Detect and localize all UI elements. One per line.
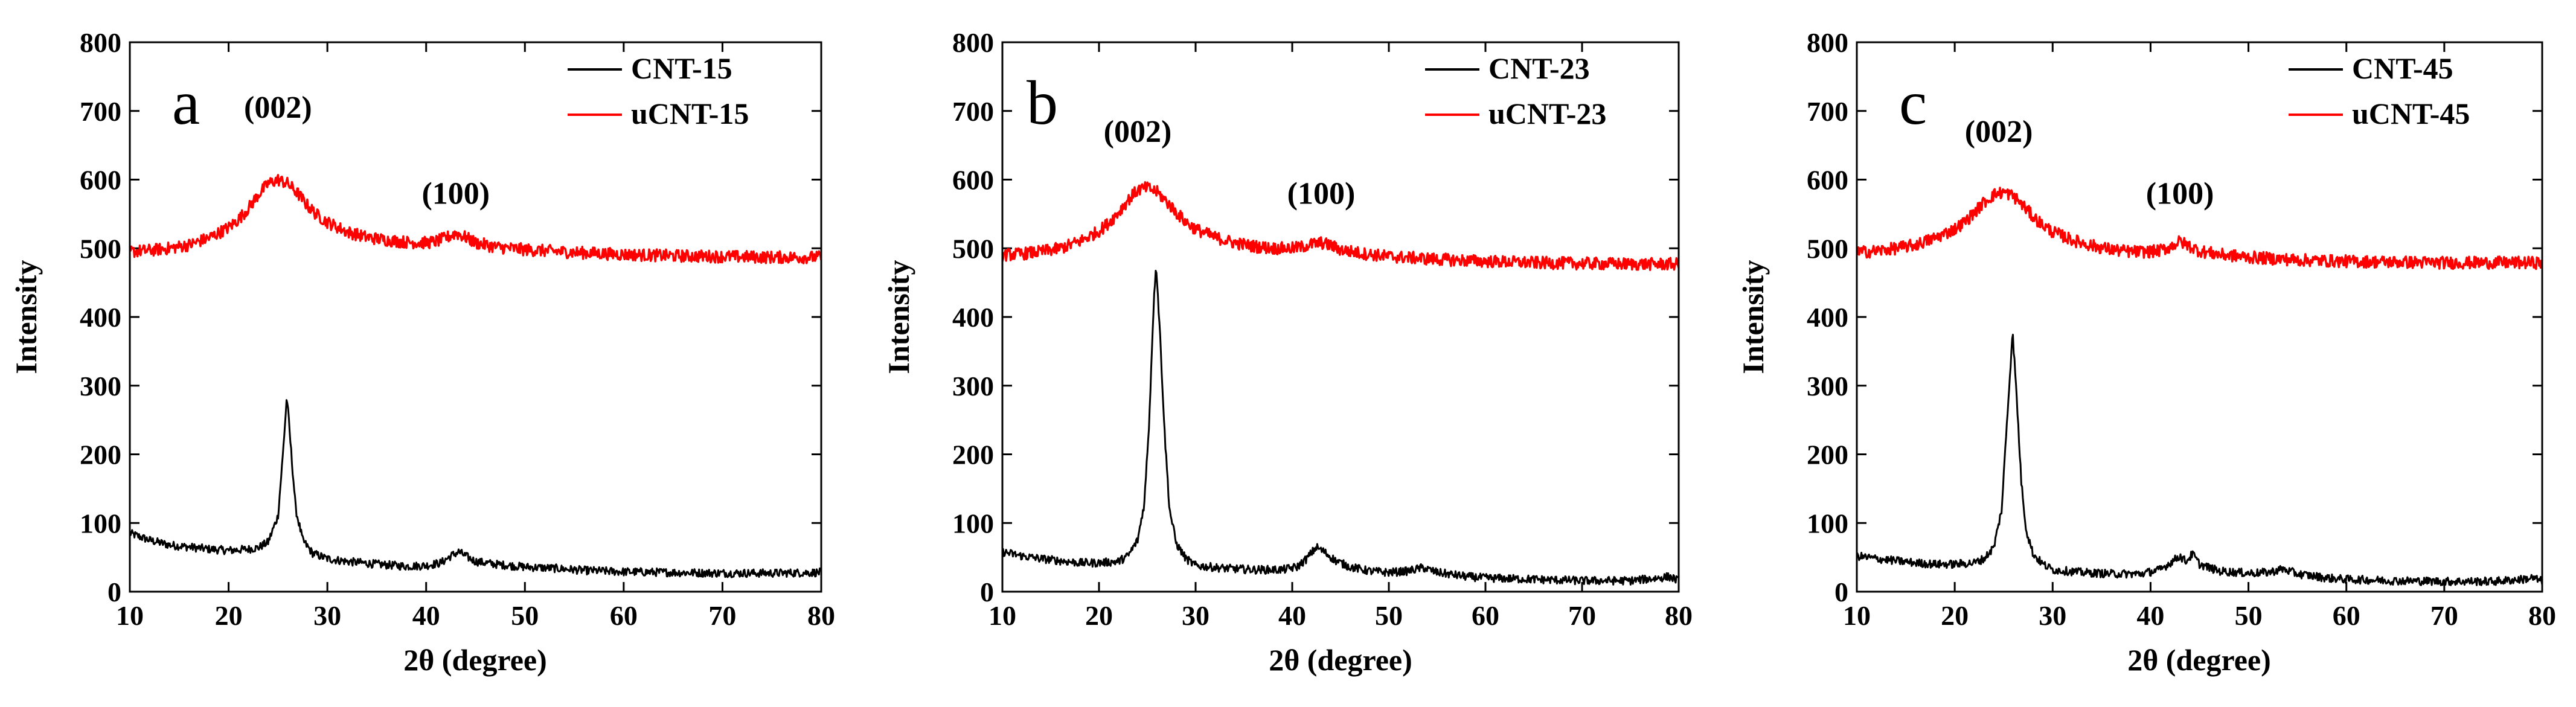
panel-b-letter: b: [1027, 68, 1058, 138]
panel-b-x-tick-label: 50: [1375, 600, 1403, 631]
panel-c-frame: [1856, 41, 2543, 593]
panel-a-x-tick-label: 20: [215, 600, 243, 631]
panel-b-x-axis-label: 2θ (degree): [1269, 643, 1412, 677]
panel-a-letter: a: [172, 68, 200, 138]
panel-b-y-tick-label: 400: [952, 302, 994, 333]
panel-b-y-tick-label: 100: [952, 508, 994, 539]
panel-b-y-tick-label: 0: [980, 577, 994, 607]
panel-c-x-tick-label: 20: [1941, 600, 1969, 631]
panel-a-peak-label-0: (002): [244, 91, 312, 125]
panel-b-frame: [1001, 41, 1680, 593]
panel-a-x-tick-label: 70: [708, 600, 736, 631]
panel-a-legend: CNT-15 uCNT-15: [568, 51, 749, 130]
panel-a-legend-label-0: CNT-15: [631, 51, 732, 85]
panel-a-y-tick-label: 500: [80, 233, 121, 264]
panel-c-y-tick-label: 700: [1807, 96, 1848, 127]
panel-b-series-ucnt-line: [1001, 181, 1680, 271]
panel-c-x-tick-label: 30: [2039, 600, 2066, 631]
panel-a-y-tick-label: 800: [80, 27, 121, 58]
panel-c-peak-label-0: (002): [1965, 115, 2033, 149]
panel-a-series-ucnt-line: [129, 174, 822, 264]
panel-a-series-cnt-line: [129, 399, 822, 578]
panel-c-y-tick-label: 400: [1807, 302, 1848, 333]
panel-c-y-tick-label: 600: [1807, 165, 1848, 196]
panel-b-x-tick-label: 30: [1182, 600, 1210, 631]
panel-c: c 10 20 30 40 50 60 70 800100200300400500600700…: [1736, 27, 2556, 677]
panel-b-x-tick-label: 70: [1568, 600, 1596, 631]
panel-c-x-tick-label: 60: [2333, 600, 2360, 631]
panel-c-x-axis-label: 2θ (degree): [2127, 643, 2271, 677]
panel-b: b 10 20 30 40 50 60 70 800100200300400500600700…: [882, 27, 1693, 677]
panel-a-y-tick-label: 300: [80, 371, 121, 401]
panel-a-y-tick-label: 700: [80, 96, 121, 127]
panel-c-x-tick-label: 10: [1843, 600, 1871, 631]
panel-c-y-tick-label: 300: [1807, 371, 1848, 401]
panel-a: a 10 20 30 40 50 60 70 800100200300400500600700…: [9, 27, 835, 677]
panel-a-x-tick-label: 10: [116, 600, 144, 631]
panel-c-y-tick-label: 100: [1807, 508, 1848, 539]
panel-a-y-axis-label: Intensity: [9, 260, 43, 374]
panel-b-y-tick-label: 800: [952, 27, 994, 58]
panel-b-x-tick-label: 80: [1665, 600, 1693, 631]
panel-c-series-ucnt-line: [1856, 187, 2543, 270]
panel-b-y-tick-label: 600: [952, 165, 994, 196]
panel-b-x-tick-label: 20: [1085, 600, 1113, 631]
panel-a-x-tick-label: 50: [511, 600, 539, 631]
panel-c-y-tick-label: 500: [1807, 233, 1848, 264]
panel-b-y-axis-label: Intensity: [882, 260, 915, 374]
panel-c-x-tick-label: 70: [2430, 600, 2458, 631]
panel-b-y-tick-label: 300: [952, 371, 994, 401]
panel-a-legend-label-1: uCNT-15: [631, 97, 749, 130]
panel-b-series-cnt-line: [1001, 269, 1679, 586]
panel-b-legend: CNT-23 uCNT-23: [1425, 51, 1606, 130]
panel-c-y-axis-label: Intensity: [1736, 260, 1770, 374]
panel-c-x-tick-label: 50: [2235, 600, 2263, 631]
panel-c-x-tick-label: 80: [2528, 600, 2556, 631]
panel-c-x-tick-label: 40: [2136, 600, 2164, 631]
panel-c-legend: CNT-45 uCNT-45: [2289, 51, 2470, 130]
panel-a-x-tick-label: 30: [313, 600, 341, 631]
panel-a-x-axis-label: 2θ (degree): [403, 643, 547, 677]
panel-c-letter: c: [1899, 68, 1927, 138]
panel-a-x-tick-label: 80: [807, 600, 835, 631]
panel-b-y-tick-label: 700: [952, 96, 994, 127]
panel-c-y-tick-label: 200: [1807, 440, 1848, 470]
panel-b-legend-label-1: uCNT-23: [1488, 97, 1606, 130]
panel-b-y-tick-label: 500: [952, 233, 994, 264]
panel-b-y-tick-label: 200: [952, 440, 994, 470]
panel-c-legend-label-0: CNT-45: [2352, 51, 2453, 85]
panel-b-peak-label-1: (100): [1287, 176, 1356, 211]
panel-c-legend-label-1: uCNT-45: [2352, 97, 2470, 130]
panel-c-y-tick-label: 0: [1834, 577, 1848, 607]
panel-c-y-tick-label: 800: [1807, 27, 1848, 58]
panel-a-x-tick-label: 60: [610, 600, 638, 631]
panel-b-peak-label-0: (002): [1104, 115, 1172, 149]
panel-a-y-tick-label: 100: [80, 508, 121, 539]
panel-a-peak-label-1: (100): [421, 176, 490, 211]
panel-a-x-tick-label: 40: [412, 600, 440, 631]
panel-a-y-tick-label: 200: [80, 440, 121, 470]
panel-b-x-tick-label: 40: [1278, 600, 1306, 631]
panel-a-y-tick-label: 400: [80, 302, 121, 333]
panel-c-series-cnt-line: [1856, 333, 2543, 586]
panel-b-legend-label-0: CNT-23: [1488, 51, 1590, 85]
panel-a-y-tick-label: 0: [107, 577, 121, 607]
panel-a-frame: [129, 41, 822, 593]
panel-b-x-tick-label: 60: [1472, 600, 1499, 631]
panel-b-x-tick-label: 10: [988, 600, 1016, 631]
panel-a-y-tick-label: 600: [80, 165, 121, 196]
panel-c-peak-label-1: (100): [2146, 176, 2214, 211]
